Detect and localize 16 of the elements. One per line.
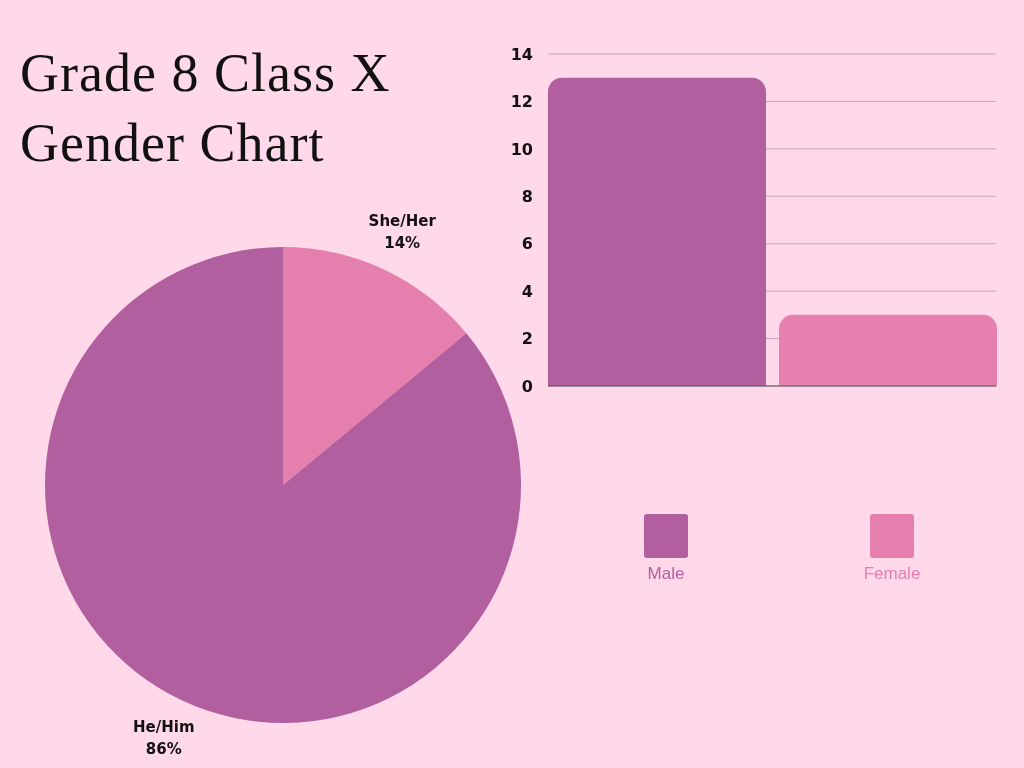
y-tick-label: 4 (521, 281, 533, 301)
data-label: 14% (384, 233, 421, 252)
pie-slice (283, 247, 467, 485)
y-tick-label: 12 (510, 92, 533, 112)
slice-label: He/Him (133, 718, 195, 737)
text: Female (863, 564, 921, 584)
y-tick-label: 0 (521, 376, 533, 396)
y-tick-label: 2 (521, 329, 533, 349)
data-label: 86% (145, 740, 182, 759)
chart-title: Grade 8 Class X Gender Chart (20, 42, 392, 175)
y-tick-label: 8 (521, 186, 533, 206)
slice-label: She/Her (368, 211, 437, 230)
y-tick-label: 14 (510, 44, 533, 64)
y-tick-label: 10 (510, 139, 533, 159)
text: Male (647, 564, 685, 584)
y-tick-label: 6 (521, 234, 533, 254)
